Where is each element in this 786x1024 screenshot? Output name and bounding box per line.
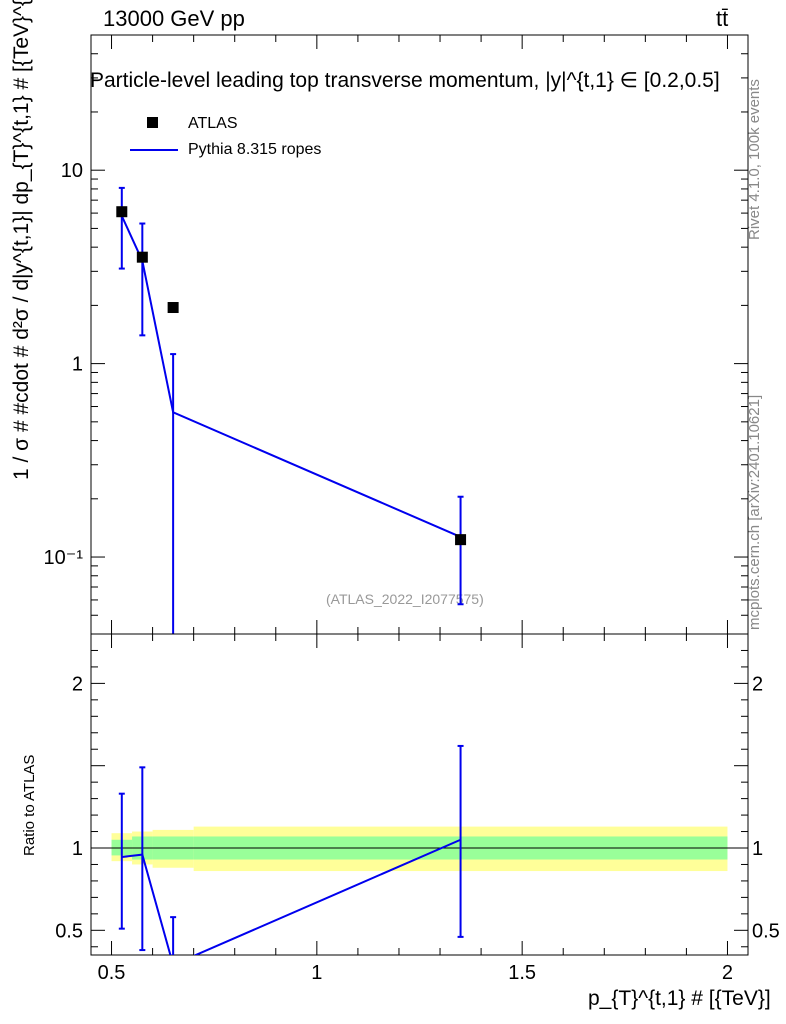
process-label: tt̄ (716, 6, 729, 31)
collision-label: 13000 GeV pp (103, 6, 245, 31)
analysis-tag: (ATLAS_2022_I2077575) (326, 591, 484, 607)
ratio-y-tick-label: 1 (72, 838, 83, 860)
atlas-point (167, 302, 179, 314)
x-tick-label: 0.5 (98, 962, 126, 984)
ratio-y-tick-label: 2 (72, 673, 83, 695)
atlas-point (136, 251, 148, 263)
x-tick-label: 1.5 (508, 962, 536, 984)
chart-title: Particle-level leading top transverse mo… (90, 69, 720, 92)
ratio-panel: 0.5 1 1.5 2 0.5 0.5 1 1 2 2 (55, 633, 780, 984)
ratio-y-tick-label-right: 1 (752, 838, 763, 860)
ratio-y-tick-label: 0.5 (55, 920, 83, 942)
legend-marker-atlas (147, 117, 158, 128)
ratio-plot-area (118, 744, 464, 955)
x-tick-label: 2 (722, 962, 733, 984)
pythia-line (120, 215, 461, 538)
atlas-point (455, 534, 467, 546)
y-tick-label: 1 (72, 354, 83, 376)
legend (130, 117, 178, 151)
y-tick-label: 10 (61, 160, 83, 182)
atlas-point (116, 206, 128, 218)
main-panel: 10 1 10⁻¹ (44, 34, 749, 635)
ratio-y-tick-label-right: 0.5 (752, 920, 780, 942)
legend-label-atlas: ATLAS (188, 115, 238, 132)
x-axis-label: p_{T}^{t,1} # [{TeV}] (588, 987, 771, 1010)
ratio-y-tick-label-right: 2 (752, 673, 763, 695)
main-plot-area (116, 186, 467, 634)
legend-label-pythia: Pythia 8.315 ropes (188, 141, 322, 158)
y-tick-label: 10⁻¹ (44, 547, 84, 569)
x-tick-label: 1 (311, 962, 322, 984)
main-frame (90, 34, 749, 635)
ratio-pythia-line (121, 838, 461, 955)
ratio-frame (90, 633, 749, 956)
